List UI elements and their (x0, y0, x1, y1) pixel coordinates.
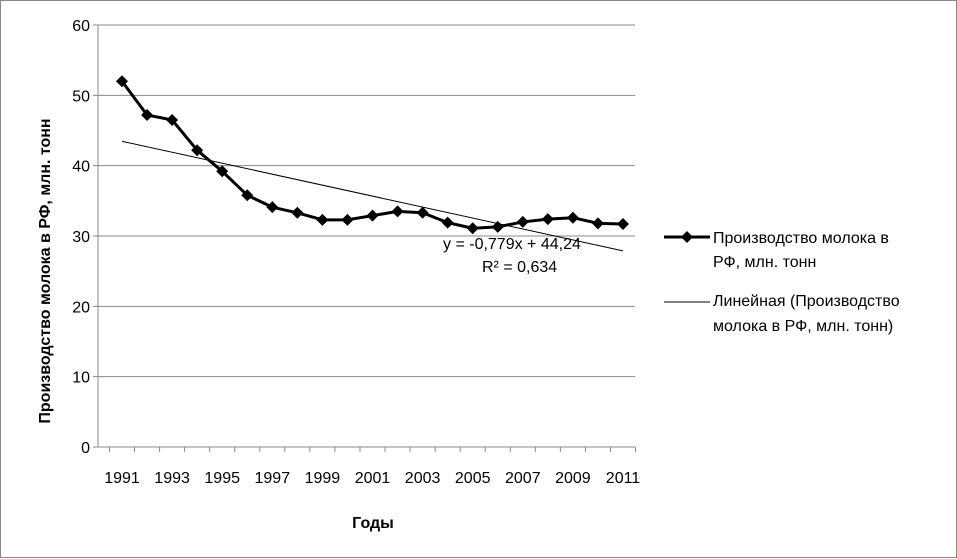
x-tick-label: 2011 (606, 470, 641, 487)
data-point-marker (166, 113, 179, 126)
y-axis: 0 10 20 30 40 50 60 (72, 18, 99, 457)
data-point-marker (566, 211, 579, 224)
x-axis-title: Годы (352, 515, 394, 532)
y-tick-label: 40 (72, 159, 90, 176)
data-point-marker (291, 206, 304, 219)
x-tick-label: 2009 (555, 470, 591, 487)
data-point-marker (441, 216, 454, 229)
data-point-marker (591, 217, 604, 230)
trend-equation: y = -0,779x + 44,24 (443, 236, 581, 253)
data-point-marker (416, 206, 429, 219)
y-tick-label: 0 (81, 440, 90, 457)
data-point-marker (241, 189, 254, 202)
legend-series-label-line2: РФ, млн. тонн (713, 254, 816, 271)
trendline (121, 140, 624, 252)
data-point-marker (116, 75, 128, 88)
gridlines (98, 24, 635, 378)
data-point-marker (141, 109, 154, 122)
x-tick-label: 2003 (405, 470, 441, 487)
trendline-path (121, 140, 624, 252)
legend-series-marker (681, 231, 693, 243)
y-axis-title: Производство молока в РФ, млн. тонн (37, 118, 54, 423)
data-point-marker (466, 222, 479, 235)
y-tick-label: 30 (72, 229, 90, 246)
data-point-marker (391, 205, 404, 218)
data-point-marker (366, 209, 379, 222)
data-point-marker (491, 220, 504, 233)
x-tick-label: 2007 (505, 470, 541, 487)
x-axis: 1991 1993 1995 1997 1999 2001 2003 2005 2007 2009… (98, 446, 641, 487)
x-tick-label: 1995 (204, 470, 240, 487)
legend-trend-label-line2: молока в РФ, млн. тонн) (713, 318, 893, 335)
data-point-marker (216, 165, 229, 178)
legend: Производство молока в РФ, млн. тонн Лине… (664, 230, 900, 335)
x-tick-label: 1999 (305, 470, 341, 487)
legend-series-label-line1: Производство молока в (713, 230, 889, 247)
x-tick-label: 1993 (154, 470, 190, 487)
y-tick-label: 60 (72, 18, 90, 35)
x-tick-label: 1991 (104, 470, 140, 487)
y-tick-label: 20 (72, 299, 90, 316)
data-point-marker (316, 213, 329, 226)
data-point-marker (541, 213, 554, 226)
legend-trend-label-line1: Линейная (Производство (713, 293, 900, 310)
x-tick-label: 1997 (255, 470, 291, 487)
data-point-marker (191, 144, 204, 157)
data-point-marker (266, 201, 279, 214)
y-tick-label: 10 (72, 370, 90, 387)
x-tick-label: 2001 (355, 470, 391, 487)
series-milk-production (116, 75, 629, 235)
data-point-marker (516, 215, 529, 228)
data-point-marker (341, 213, 354, 226)
x-tick-label: 2005 (455, 470, 491, 487)
data-point-marker (617, 218, 629, 231)
y-tick-label: 50 (72, 88, 90, 105)
trend-r-squared: R² = 0,634 (482, 259, 557, 276)
